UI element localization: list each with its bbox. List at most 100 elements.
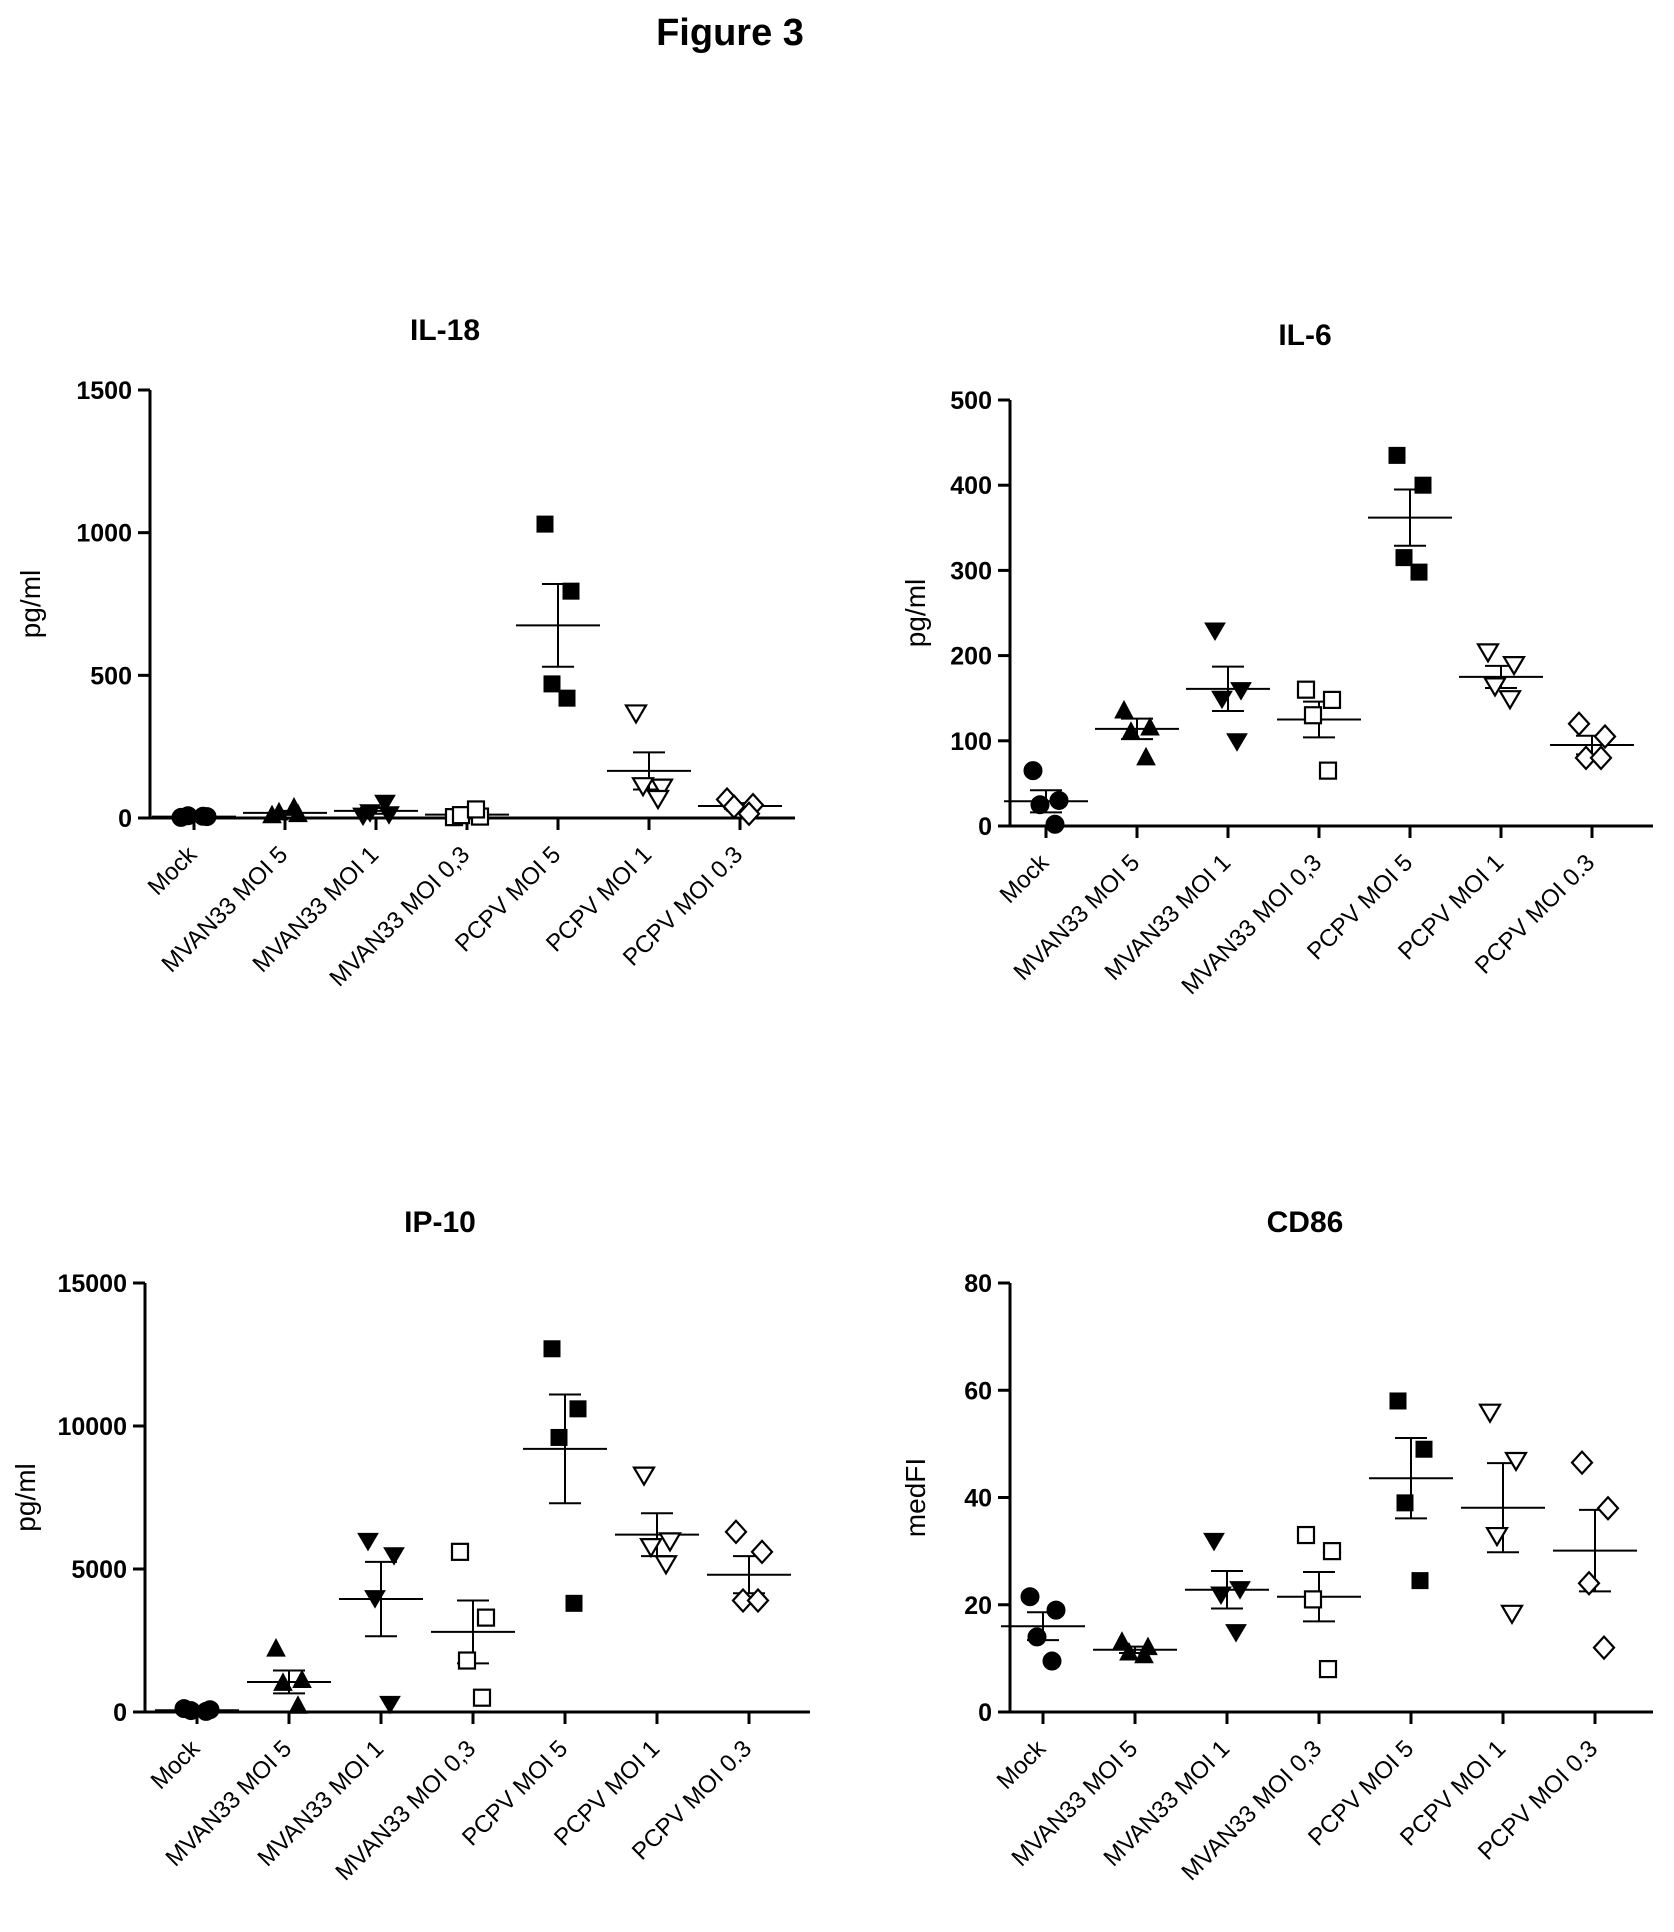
data-point [639, 1538, 663, 1559]
series-mvan33-moi-1 [334, 794, 418, 827]
x-tick-label: Mock [995, 848, 1055, 908]
data-point [1204, 622, 1226, 642]
y-axis-label: pg/ml [10, 1463, 41, 1531]
data-point [457, 1651, 477, 1670]
data-point [1389, 1392, 1407, 1410]
data-point [374, 794, 396, 814]
x-tick-label: Mock [992, 1734, 1052, 1794]
data-point [543, 1340, 561, 1358]
data-point [383, 1547, 405, 1566]
series-mock [155, 1699, 239, 1721]
y-tick-label: 0 [978, 813, 992, 841]
data-point [1023, 761, 1043, 781]
data-point [631, 777, 655, 798]
data-point [1046, 1600, 1066, 1620]
data-point [1119, 1641, 1139, 1661]
y-tick-label: 400 [950, 472, 992, 500]
data-point [266, 1638, 286, 1657]
data-point [466, 800, 486, 819]
data-point [650, 778, 674, 799]
data-point [1483, 677, 1507, 698]
data-point [1567, 711, 1591, 737]
data-point [737, 801, 761, 827]
series-pcpv-moi-5 [1369, 1392, 1453, 1590]
data-point [1395, 549, 1413, 567]
data-point [1498, 690, 1522, 711]
y-tick-label: 40 [964, 1485, 992, 1513]
data-point [654, 1555, 678, 1576]
series-pcpv-moi-5 [1368, 446, 1452, 581]
data-point [1226, 733, 1248, 752]
data-point [1112, 1631, 1132, 1650]
data-point [1592, 1635, 1616, 1661]
data-point [1027, 1627, 1047, 1647]
data-point [1504, 1451, 1528, 1473]
series-mvan33-moi-1 [339, 1532, 423, 1715]
data-point [1574, 745, 1598, 771]
series-mvan33-moi-0-3 [425, 800, 509, 827]
data-point [1296, 1525, 1316, 1545]
data-point [565, 1594, 583, 1612]
y-tick-label: 200 [950, 643, 992, 671]
data-point [1230, 682, 1252, 701]
data-point [1414, 476, 1432, 494]
series-mvan33-moi-5 [1095, 699, 1179, 766]
y-tick-label: 5000 [71, 1556, 127, 1584]
y-tick-label: 10000 [57, 1413, 127, 1441]
data-point [1502, 656, 1526, 677]
series-mvan33-moi-5 [243, 796, 327, 824]
data-point [1410, 563, 1428, 581]
series-pcpv-moi-1 [1461, 1403, 1545, 1625]
data-point [292, 1669, 312, 1689]
y-tick-label: 1000 [76, 520, 132, 548]
y-tick-label: 15000 [57, 1270, 127, 1298]
data-point [1225, 1624, 1247, 1643]
data-point [658, 1532, 682, 1553]
data-point [1136, 746, 1156, 766]
y-tick-label: 60 [964, 1377, 992, 1405]
series-mvan33-moi-1 [1185, 1532, 1269, 1643]
data-point [1388, 446, 1406, 464]
data-point [1411, 1572, 1429, 1590]
y-axis-label: pg/ml [900, 579, 931, 647]
data-point [476, 1608, 496, 1627]
series-pcpv-moi-1 [607, 704, 691, 811]
y-tick-label: 20 [964, 1592, 992, 1620]
chart-title: IL-6 [1278, 319, 1331, 352]
series-pcpv-moi-0-3 [707, 1519, 791, 1614]
series-pcpv-moi-0-3 [698, 786, 782, 827]
data-point [1415, 1440, 1433, 1458]
data-point [1303, 706, 1323, 725]
chart-title: CD86 [1267, 1206, 1344, 1239]
chart-title: IL-18 [410, 314, 480, 347]
data-point [1318, 761, 1338, 780]
y-tick-label: 1500 [76, 377, 132, 405]
data-point [379, 1695, 401, 1715]
data-point [1211, 690, 1233, 710]
series-pcpv-moi-5 [523, 1340, 607, 1612]
data-point [1589, 745, 1613, 771]
series-pcpv-moi-0-3 [1550, 711, 1634, 771]
series-mvan33-moi-0-3 [1277, 680, 1361, 780]
x-tick-label: Mock [143, 840, 203, 900]
series-pcpv-moi-5 [516, 515, 600, 707]
data-point [1114, 699, 1134, 719]
data-point [1045, 814, 1065, 834]
data-point [543, 675, 561, 693]
data-point [1020, 1587, 1040, 1607]
data-point [1210, 1586, 1232, 1606]
data-point [364, 1590, 386, 1609]
series-mock [1001, 1587, 1085, 1671]
series-mock [152, 806, 236, 827]
data-point [569, 1400, 587, 1418]
data-point [357, 1532, 379, 1552]
figure-title: Figure 3 [656, 12, 804, 54]
y-axis-label: medFI [900, 1458, 931, 1537]
y-tick-label: 500 [90, 662, 132, 690]
data-point [562, 582, 580, 600]
data-point [731, 1587, 755, 1614]
x-tick-label: Mock [146, 1734, 206, 1794]
series-mvan33-moi-1 [1186, 622, 1270, 752]
